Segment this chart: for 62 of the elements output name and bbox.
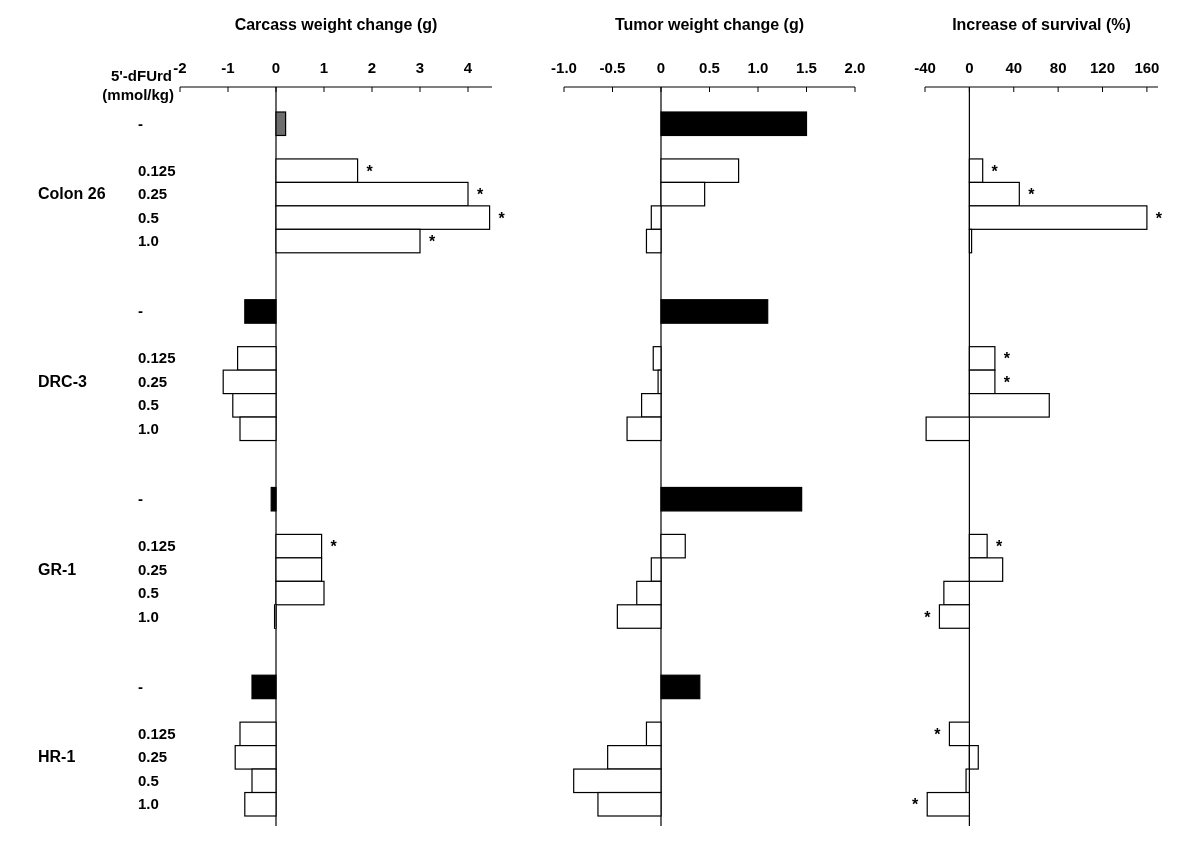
y-tick-label: 0.5: [138, 208, 159, 226]
x-tick-label: 80: [1049, 59, 1067, 76]
text: HR-1: [38, 748, 76, 766]
x-tick-label: 0: [656, 59, 666, 76]
x-tick-label: 160: [1134, 59, 1160, 76]
x-tick-label: -2: [173, 59, 187, 76]
x-tick-label: 0.5: [699, 59, 720, 76]
x-axis-title: Increase of survival (%): [952, 16, 1131, 33]
y-tick-label: 0.125: [138, 537, 176, 555]
data-label: *: [428, 233, 436, 251]
y-tick-label: 0.5: [138, 584, 159, 602]
x-tick-label: -1.0: [551, 59, 577, 76]
data-label: *: [1003, 373, 1011, 391]
y-tick-label: 0.25: [138, 185, 168, 203]
data-label: *: [1028, 186, 1036, 204]
y-tick-label: 1.0: [138, 419, 159, 437]
y-axis-title: 5'-dFUrd (mmol/kg): [102, 67, 174, 103]
data-label: *: [912, 796, 920, 814]
data-label: *: [1003, 350, 1011, 368]
y-tick-label: 1.0: [138, 607, 159, 625]
x-tick-label: 2: [367, 59, 377, 76]
x-axis-title: Tumor weight change (g): [614, 16, 805, 33]
x-tick-label: 1.5: [796, 59, 817, 76]
x-tick-label: 0: [965, 59, 974, 76]
y-tick-label: 0.125: [138, 349, 176, 367]
x-tick-label: -1: [221, 59, 235, 76]
data-label: *: [1155, 209, 1163, 227]
data-label: *: [330, 538, 338, 556]
x-axis-title: Carcass weight change (g): [234, 16, 438, 33]
y-tick-label: -: [138, 114, 143, 132]
y-tick-label: 0.5: [138, 396, 159, 414]
y-tick-label: 0.125: [138, 724, 176, 742]
x-tick-label: 1: [319, 59, 329, 76]
x-tick-label: 3: [415, 59, 425, 76]
text: Colon 26: [38, 185, 106, 203]
data-label: *: [924, 608, 932, 626]
data-label: *: [476, 186, 484, 204]
y-tick-label: 1.0: [138, 232, 159, 250]
text: DRC-3: [38, 372, 87, 390]
x-tick-label: -40: [914, 59, 936, 76]
data-label: *: [498, 209, 506, 227]
data-label: *: [366, 162, 374, 180]
y-tick-label: 0.25: [138, 372, 168, 390]
y-tick-label: -: [138, 302, 143, 320]
y-tick-label: 0.5: [138, 771, 159, 789]
y-tick-label: -: [138, 490, 143, 508]
x-tick-label: 120: [1090, 59, 1116, 76]
data-label: *: [934, 725, 942, 743]
x-tick-label: 0: [271, 59, 281, 76]
x-tick-label: -0.5: [599, 59, 626, 76]
x-tick-label: 1.0: [747, 59, 769, 76]
y-tick-label: 0.25: [138, 748, 168, 766]
x-tick-label: 40: [1005, 59, 1023, 76]
data-label: *: [991, 162, 999, 180]
y-tick-label: 1.0: [138, 795, 159, 813]
data-label: *: [996, 538, 1004, 556]
text: GR-1: [38, 560, 77, 578]
x-tick-label: 2.0: [844, 59, 866, 76]
y-tick-label: 0.125: [138, 161, 176, 179]
y-tick-label: -: [138, 677, 143, 695]
x-tick-label: 4: [463, 59, 473, 76]
y-tick-label: 0.25: [138, 560, 168, 578]
